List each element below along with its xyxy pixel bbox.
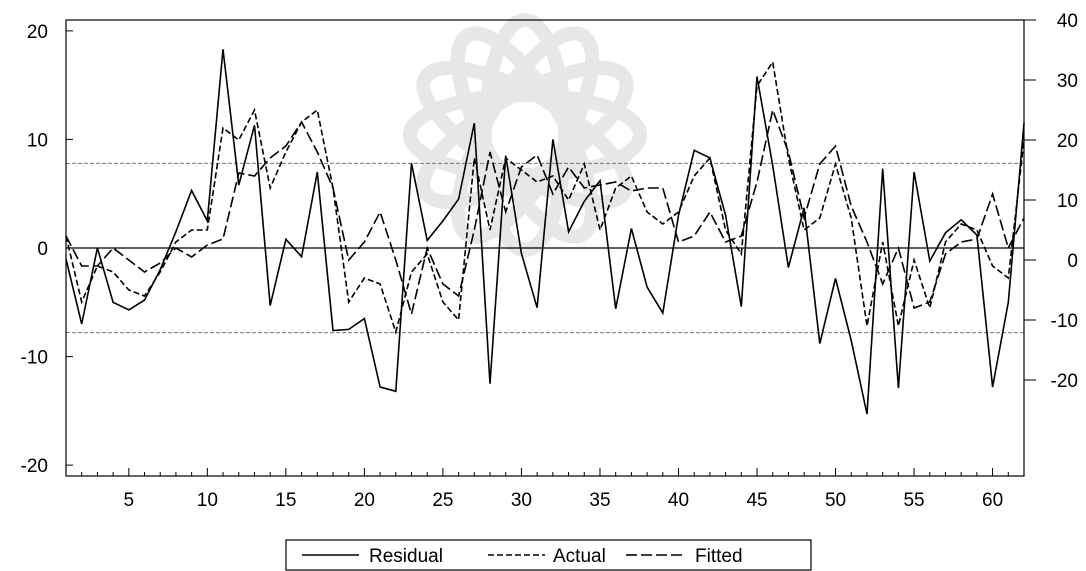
- right-y-tick-label: 10: [1057, 191, 1078, 212]
- x-axis: 5 10 15 20 25 30 35 40 45 50 55 60: [65, 468, 1025, 511]
- x-tick-label: 10: [197, 490, 218, 511]
- legend-label-actual: Actual: [553, 546, 606, 567]
- series-lines: [65, 49, 1025, 415]
- y-axis-right: -20 -10 0 10 20 30 40: [1024, 11, 1078, 392]
- y-axis-left: -20 -10 0 10 20: [21, 22, 73, 477]
- right-y-tick-label: 0: [1067, 251, 1078, 272]
- reference-lines: [66, 162, 1024, 334]
- right-y-tick-label: 30: [1057, 71, 1078, 92]
- x-tick-label: 35: [589, 490, 610, 511]
- right-y-tick-label: -20: [1051, 371, 1078, 392]
- x-tick-label: 60: [982, 490, 1003, 511]
- series-line-fitted: [65, 107, 1025, 318]
- x-tick-label: 55: [903, 490, 924, 511]
- x-tick-label: 50: [825, 490, 846, 511]
- right-y-tick-label: 20: [1057, 131, 1078, 152]
- watermark-petal: [416, 60, 634, 210]
- left-y-tick-label: 20: [27, 22, 48, 43]
- x-tick-label: 40: [668, 490, 689, 511]
- left-y-tick-label: 10: [27, 130, 48, 151]
- watermark-logo: [403, 13, 647, 257]
- x-tick-label: 45: [746, 490, 767, 511]
- x-tick-label: 30: [511, 490, 532, 511]
- right-y-tick-label: 40: [1057, 11, 1078, 32]
- series-line-residual: [65, 49, 1025, 415]
- watermark-petal: [416, 60, 634, 210]
- legend-box: [285, 539, 812, 571]
- left-y-tick-label: -10: [21, 348, 48, 369]
- legend-label-fitted: Fitted: [695, 546, 743, 567]
- x-tick-label: 15: [275, 490, 296, 511]
- watermark-center: [464, 74, 586, 196]
- x-tick-label: 20: [354, 490, 375, 511]
- series-line-actual: [65, 59, 1025, 335]
- right-y-tick-label: -10: [1051, 311, 1078, 332]
- watermark-petal: [403, 88, 647, 182]
- x-tick-label: 5: [124, 490, 135, 511]
- watermark-petal: [478, 13, 572, 257]
- watermark-petal: [403, 88, 647, 182]
- legend: Residual Actual Fitted: [285, 539, 812, 571]
- x-tick-label: 25: [432, 490, 453, 511]
- legend-label-residual: Residual: [369, 546, 443, 567]
- left-y-tick-label: -20: [21, 456, 48, 477]
- left-y-tick-label: 0: [37, 239, 48, 260]
